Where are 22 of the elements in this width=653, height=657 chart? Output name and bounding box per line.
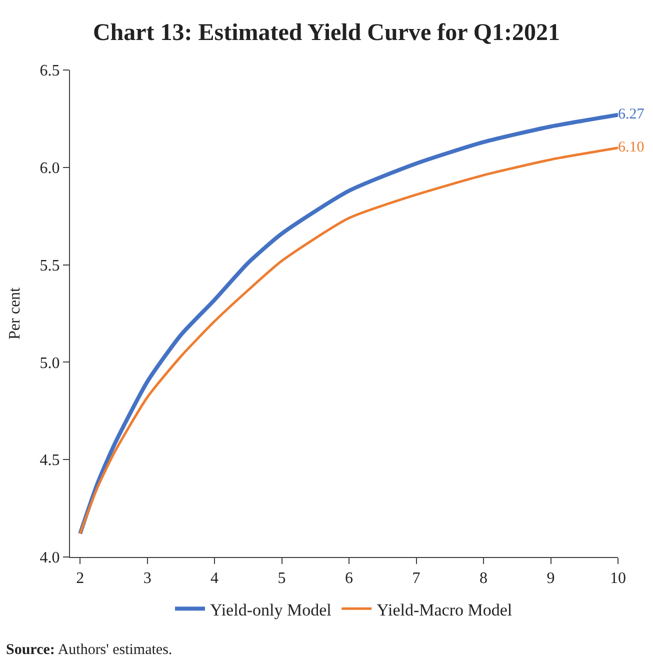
legend-label: Yield-only Model: [210, 600, 332, 620]
x-tick-label: 6: [345, 570, 354, 588]
y-tick-label: 5.5: [40, 257, 60, 274]
legend-label: Yield-Macro Model: [376, 600, 512, 620]
y-tick-label: 4.0: [40, 550, 60, 567]
x-tick-label: 2: [76, 570, 84, 588]
y-axis-title: Per cent: [6, 286, 24, 340]
x-tick-label: 7: [412, 570, 420, 588]
y-tick-label: 6.0: [40, 160, 60, 177]
y-tick-label: 6.5: [40, 62, 60, 80]
data-label: 6.10: [618, 140, 644, 156]
x-tick-label: 5: [278, 570, 286, 588]
x-tick-label: 3: [143, 570, 152, 588]
x-tick-label: 10: [610, 570, 626, 588]
y-tick-label: 5.0: [40, 354, 60, 372]
x-tick-label: 8: [480, 570, 488, 588]
source-note: Source: Authors' estimates.: [6, 642, 172, 657]
data-label: 6.27: [618, 106, 645, 123]
y-tick-label: 4.5: [40, 452, 60, 470]
x-tick-label: 4: [210, 570, 219, 588]
x-tick-label: 9: [546, 570, 555, 588]
chart-title: Chart 13: Estimated Yield Curve for Q1:2021: [92, 20, 560, 46]
